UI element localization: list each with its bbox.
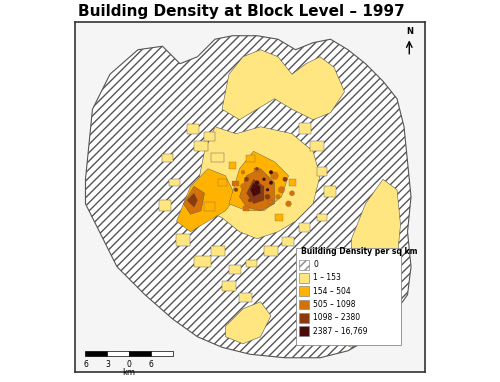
Polygon shape — [194, 127, 320, 239]
Polygon shape — [282, 237, 294, 246]
Polygon shape — [270, 172, 278, 180]
Polygon shape — [278, 186, 285, 193]
Polygon shape — [234, 188, 238, 192]
Polygon shape — [159, 200, 171, 211]
Bar — [86, 351, 108, 356]
Text: 2387 – 16,769: 2387 – 16,769 — [313, 327, 368, 336]
Text: 3: 3 — [105, 360, 110, 369]
Polygon shape — [316, 214, 327, 221]
Polygon shape — [246, 155, 256, 162]
Polygon shape — [229, 162, 236, 169]
Bar — [129, 351, 151, 356]
Polygon shape — [269, 181, 273, 185]
Polygon shape — [170, 179, 180, 186]
Polygon shape — [334, 302, 380, 347]
Polygon shape — [194, 141, 208, 151]
Polygon shape — [241, 170, 245, 174]
Polygon shape — [184, 186, 204, 214]
Polygon shape — [256, 167, 259, 170]
Polygon shape — [240, 183, 246, 189]
Polygon shape — [176, 233, 190, 246]
Bar — [299, 299, 309, 309]
Text: 6: 6 — [148, 360, 154, 369]
Text: Building Density at Block Level – 1997: Building Density at Block Level – 1997 — [78, 4, 405, 19]
Polygon shape — [232, 181, 239, 186]
Polygon shape — [229, 151, 288, 211]
Polygon shape — [262, 178, 266, 181]
Polygon shape — [246, 260, 257, 267]
Text: 505 – 1098: 505 – 1098 — [313, 300, 356, 309]
Polygon shape — [240, 169, 274, 211]
Polygon shape — [265, 194, 270, 199]
Polygon shape — [246, 179, 264, 204]
Text: 154 – 504: 154 – 504 — [313, 287, 351, 296]
Text: 0: 0 — [313, 260, 318, 269]
Text: Building Density per sq km: Building Density per sq km — [301, 247, 418, 256]
Polygon shape — [222, 281, 236, 291]
Polygon shape — [176, 169, 236, 232]
Polygon shape — [162, 154, 173, 162]
Text: 0: 0 — [127, 360, 132, 369]
Polygon shape — [86, 36, 411, 358]
Text: 6: 6 — [83, 360, 88, 369]
Bar — [299, 286, 309, 296]
Polygon shape — [266, 188, 270, 191]
Polygon shape — [264, 246, 278, 256]
Polygon shape — [352, 179, 401, 281]
Polygon shape — [204, 202, 215, 211]
Polygon shape — [288, 179, 296, 186]
Polygon shape — [240, 293, 252, 302]
Polygon shape — [243, 206, 248, 211]
Polygon shape — [299, 223, 310, 232]
Text: 1 – 153: 1 – 153 — [313, 274, 341, 282]
Bar — [296, 248, 401, 345]
Bar — [299, 273, 309, 283]
Polygon shape — [255, 180, 260, 185]
Bar — [108, 351, 129, 356]
Polygon shape — [229, 265, 241, 274]
Text: N: N — [406, 27, 413, 36]
Polygon shape — [299, 123, 312, 134]
Polygon shape — [283, 177, 288, 181]
Polygon shape — [222, 50, 344, 120]
Polygon shape — [187, 193, 198, 207]
Bar — [299, 260, 309, 270]
Polygon shape — [226, 302, 271, 344]
Polygon shape — [212, 153, 224, 162]
Bar — [151, 351, 173, 356]
Polygon shape — [276, 194, 280, 199]
Polygon shape — [252, 185, 256, 188]
Polygon shape — [310, 141, 324, 151]
Polygon shape — [204, 132, 215, 141]
Polygon shape — [316, 167, 327, 176]
Polygon shape — [248, 198, 252, 202]
Polygon shape — [258, 190, 264, 196]
Polygon shape — [254, 168, 259, 172]
Polygon shape — [212, 246, 226, 256]
Polygon shape — [187, 124, 199, 134]
Bar — [299, 313, 309, 323]
Bar — [299, 326, 309, 336]
Text: 1098 – 2380: 1098 – 2380 — [313, 313, 360, 322]
Polygon shape — [268, 199, 273, 204]
Text: km: km — [122, 368, 136, 377]
Polygon shape — [194, 256, 212, 267]
Polygon shape — [269, 170, 273, 174]
Polygon shape — [324, 186, 336, 197]
Polygon shape — [286, 201, 292, 207]
Polygon shape — [274, 214, 283, 221]
Polygon shape — [244, 177, 249, 181]
Polygon shape — [250, 183, 260, 197]
Polygon shape — [290, 191, 295, 196]
Polygon shape — [218, 179, 227, 186]
